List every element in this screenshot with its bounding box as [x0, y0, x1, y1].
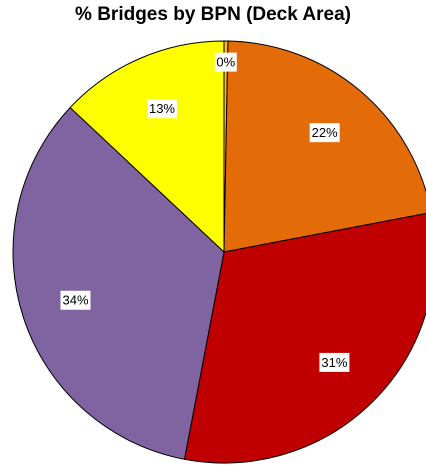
data-label: 0%	[214, 52, 237, 72]
data-label-box	[146, 99, 177, 119]
data-label-text: 0%	[216, 55, 235, 70]
data-label: 31%	[319, 352, 350, 372]
data-label-text: 31%	[321, 355, 347, 370]
pie-slices	[12, 40, 426, 464]
pie-labels: 0% 22% 31% 34% 13%	[60, 52, 350, 372]
data-label: 13%	[146, 99, 177, 119]
data-label-box	[60, 290, 91, 310]
data-label-text: 34%	[62, 293, 88, 308]
pie-slice	[183, 212, 426, 464]
pie-slice	[12, 106, 225, 460]
data-label-text: 13%	[149, 101, 175, 116]
data-label-box	[214, 52, 237, 72]
pie-slice	[223, 40, 426, 253]
chart-title: % Bridges by BPN (Deck Area)	[75, 4, 351, 25]
data-label: 22%	[309, 123, 340, 143]
pie-slice	[69, 40, 225, 254]
data-label-box	[319, 352, 350, 372]
data-label-text: 22%	[312, 125, 338, 140]
data-label: 34%	[60, 290, 91, 310]
data-label-box	[309, 123, 340, 143]
